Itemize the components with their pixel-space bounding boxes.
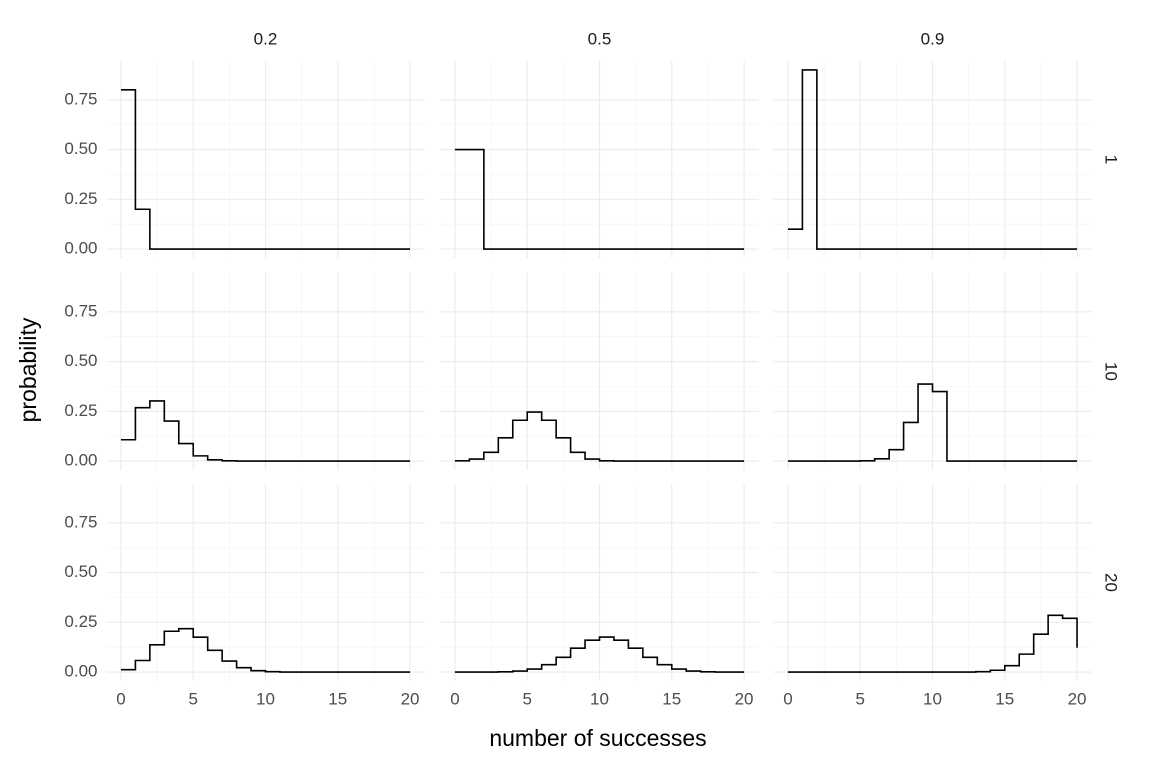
column-strip: 0.9 [921,29,945,48]
x-tick-label: 0 [450,689,459,708]
y-tick-label: 0.50 [64,139,97,158]
y-tick-label: 0.25 [64,401,97,420]
x-tick-label: 10 [923,689,942,708]
y-tick-label: 0.75 [64,89,97,108]
row-strip: 20 [1102,573,1121,592]
column-strip: 0.5 [588,29,612,48]
y-tick-label: 0.50 [64,562,97,581]
y-axis-title: probability [15,317,41,422]
x-tick-label: 10 [256,689,275,708]
step-line [120,89,411,250]
y-tick-label: 0.50 [64,351,97,370]
x-tick-label: 15 [328,689,347,708]
x-tick-label: 15 [662,689,681,708]
x-tick-label: 0 [783,689,792,708]
y-tick-label: 0.25 [64,612,97,631]
step-line [787,69,1078,250]
column-strip: 0.2 [254,29,278,48]
step-line [454,411,745,462]
step-line [787,614,1078,673]
x-tick-label: 10 [590,689,609,708]
step-line [120,400,411,462]
x-tick-label: 20 [735,689,754,708]
x-tick-label: 5 [522,689,531,708]
row-strip: 10 [1102,362,1121,381]
y-tick-label: 0.25 [64,189,97,208]
row-strip: 1 [1102,155,1121,164]
y-tick-label: 0.00 [64,662,97,681]
x-axis-title: number of successes [489,725,706,751]
y-tick-label: 0.75 [64,301,97,320]
step-line [120,627,411,673]
step-line [787,383,1078,462]
y-tick-label: 0.00 [64,451,97,470]
x-tick-label: 20 [1068,689,1087,708]
x-tick-label: 5 [188,689,197,708]
x-tick-label: 0 [116,689,125,708]
x-tick-label: 5 [855,689,864,708]
step-line [454,148,745,250]
y-tick-label: 0.00 [64,239,97,258]
y-tick-label: 0.75 [64,512,97,531]
x-tick-label: 15 [995,689,1014,708]
x-tick-label: 20 [401,689,420,708]
step-line [454,636,745,673]
